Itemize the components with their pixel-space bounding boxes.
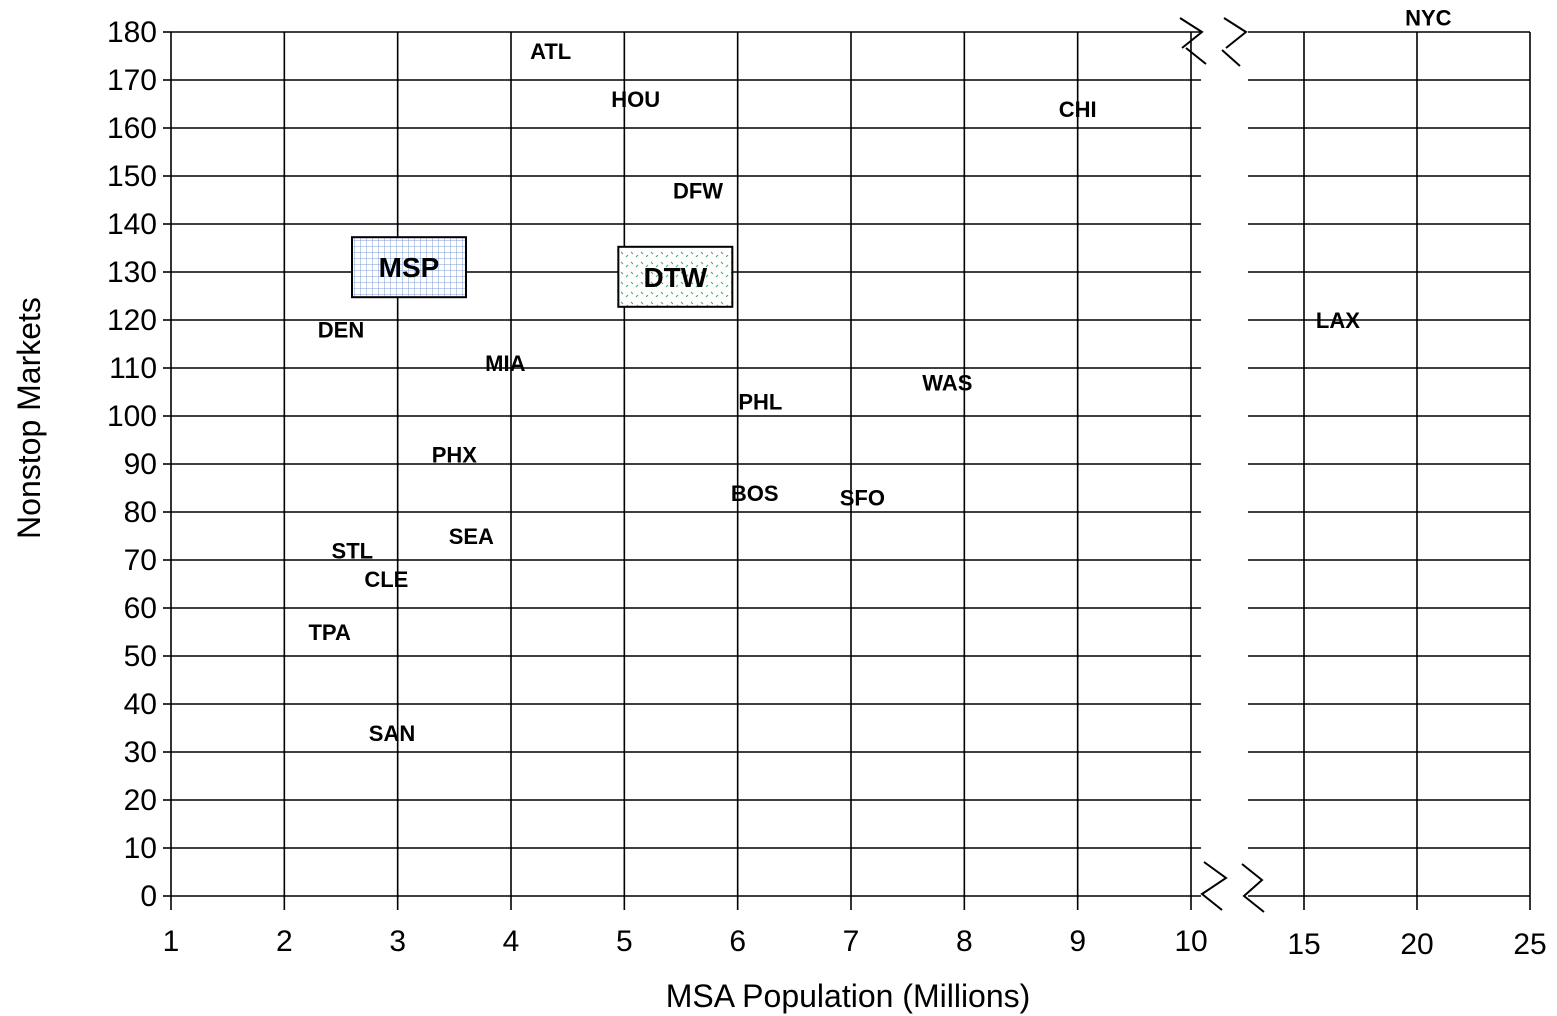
y-tick-label: 10: [124, 832, 157, 865]
y-tick-label: 160: [107, 112, 157, 145]
point-label-sfo: SFO: [840, 486, 885, 511]
y-tick-label: 150: [107, 160, 157, 193]
break-mark-bottom-right: [1241, 863, 1265, 913]
y-tick-label: 80: [124, 496, 157, 529]
y-tick-label: 110: [109, 352, 157, 385]
point-label-mia: MIA: [485, 351, 525, 376]
break-mark-top-right: [1223, 17, 1248, 49]
point-label-phx: PHX: [432, 442, 478, 467]
y-axis-title: Nonstop Markets: [11, 297, 47, 539]
point-label-was: WAS: [922, 370, 972, 395]
point-label-hou: HOU: [611, 87, 660, 112]
y-tick-label: 40: [124, 688, 157, 721]
x-tick-label: 5: [616, 925, 633, 958]
break-mark-bottom-left: [1200, 861, 1228, 911]
point-label-sea: SEA: [449, 524, 494, 549]
x-axis-title: MSA Population (Millions): [666, 978, 1031, 1014]
grid-layer: [163, 31, 1531, 910]
y-tick-label: 90: [124, 448, 157, 481]
x-tick-label: 8: [956, 925, 973, 958]
y-tick-label: 30: [124, 736, 157, 769]
point-label-san: SAN: [369, 721, 415, 746]
y-tick-label: 140: [107, 208, 157, 241]
axis-break-marks: [1179, 17, 1265, 913]
break-mark-top-left: [1179, 17, 1204, 49]
y-tick-label: 20: [124, 784, 157, 817]
point-label-stl: STL: [332, 538, 374, 563]
y-tick-label: 180: [107, 16, 157, 49]
y-tick-label: 70: [124, 544, 157, 577]
y-tick-label: 60: [124, 592, 157, 625]
x-tick-label: 6: [729, 925, 746, 958]
point-label-phl: PHL: [738, 390, 782, 415]
point-label-nyc: NYC: [1405, 6, 1452, 31]
point-label-atl: ATL: [530, 39, 571, 64]
point-label-lax: LAX: [1316, 308, 1360, 333]
x-tick-label: 4: [503, 925, 520, 958]
highlight-box-dtw: [617, 245, 734, 308]
point-label-den: DEN: [318, 318, 364, 343]
x-tick-label: 25: [1513, 928, 1546, 961]
x-tick-label: 9: [1069, 925, 1086, 958]
y-tick-label: 50: [124, 640, 157, 673]
x-tick-label: 10: [1174, 925, 1207, 958]
tick-labels: 0102030405060708090100110120130140150160…: [107, 16, 1547, 961]
data-points: NYC ATL HOU CHI DFW MSP DTW DEN LAX MIA WAS PHL PHX B…: [308, 6, 1451, 746]
point-label-dfw: DFW: [673, 178, 723, 203]
x-tick-label: 2: [276, 925, 293, 958]
break-mark-top-left-tail: [1185, 47, 1207, 65]
point-label-bos: BOS: [731, 481, 779, 506]
break-mark-top-right-tail: [1221, 49, 1241, 67]
x-tick-label: 3: [389, 925, 406, 958]
point-label-dtw: DTW: [643, 262, 707, 293]
y-tick-label: 0: [140, 880, 157, 913]
x-tick-label: 7: [843, 925, 860, 958]
x-tick-label: 1: [163, 925, 180, 958]
point-label-msp: MSP: [379, 252, 440, 283]
y-tick-label: 120: [107, 304, 157, 337]
y-tick-label: 170: [107, 64, 157, 97]
highlight-box-msp: [351, 236, 467, 299]
point-label-chi: CHI: [1059, 97, 1097, 122]
x-tick-label: 20: [1400, 928, 1433, 961]
point-label-cle: CLE: [364, 567, 408, 592]
y-tick-label: 130: [107, 256, 157, 289]
x-tick-label: 15: [1287, 928, 1320, 961]
point-label-tpa: TPA: [308, 620, 350, 645]
y-tick-label: 100: [107, 400, 157, 433]
